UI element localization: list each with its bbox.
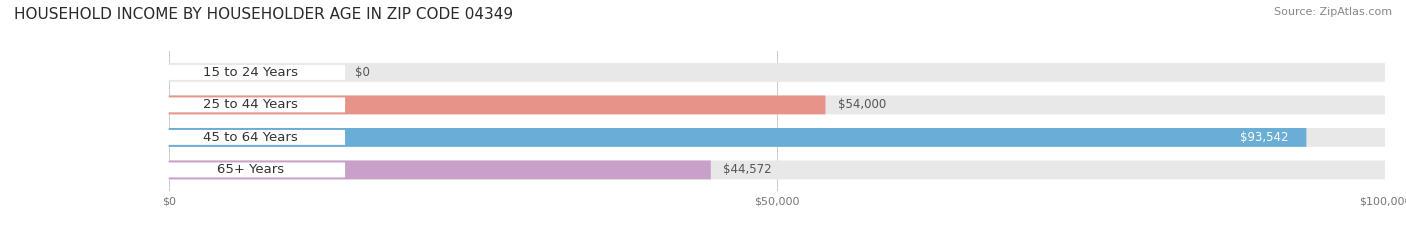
FancyBboxPatch shape [169,63,1385,82]
Text: HOUSEHOLD INCOME BY HOUSEHOLDER AGE IN ZIP CODE 04349: HOUSEHOLD INCOME BY HOUSEHOLDER AGE IN Z… [14,7,513,22]
FancyBboxPatch shape [169,161,711,179]
FancyBboxPatch shape [156,65,344,80]
Text: $54,000: $54,000 [838,98,886,111]
FancyBboxPatch shape [156,97,344,112]
Text: 65+ Years: 65+ Years [218,163,284,176]
Text: $44,572: $44,572 [723,163,772,176]
FancyBboxPatch shape [156,130,344,145]
FancyBboxPatch shape [169,161,1385,179]
FancyBboxPatch shape [169,128,1385,147]
FancyBboxPatch shape [169,96,1385,114]
Text: $0: $0 [354,66,370,79]
Text: 25 to 44 Years: 25 to 44 Years [204,98,298,111]
Text: Source: ZipAtlas.com: Source: ZipAtlas.com [1274,7,1392,17]
FancyBboxPatch shape [156,162,344,177]
FancyBboxPatch shape [169,96,825,114]
Text: 45 to 64 Years: 45 to 64 Years [204,131,298,144]
Text: $93,542: $93,542 [1240,131,1288,144]
Text: 15 to 24 Years: 15 to 24 Years [204,66,298,79]
FancyBboxPatch shape [169,128,1306,147]
